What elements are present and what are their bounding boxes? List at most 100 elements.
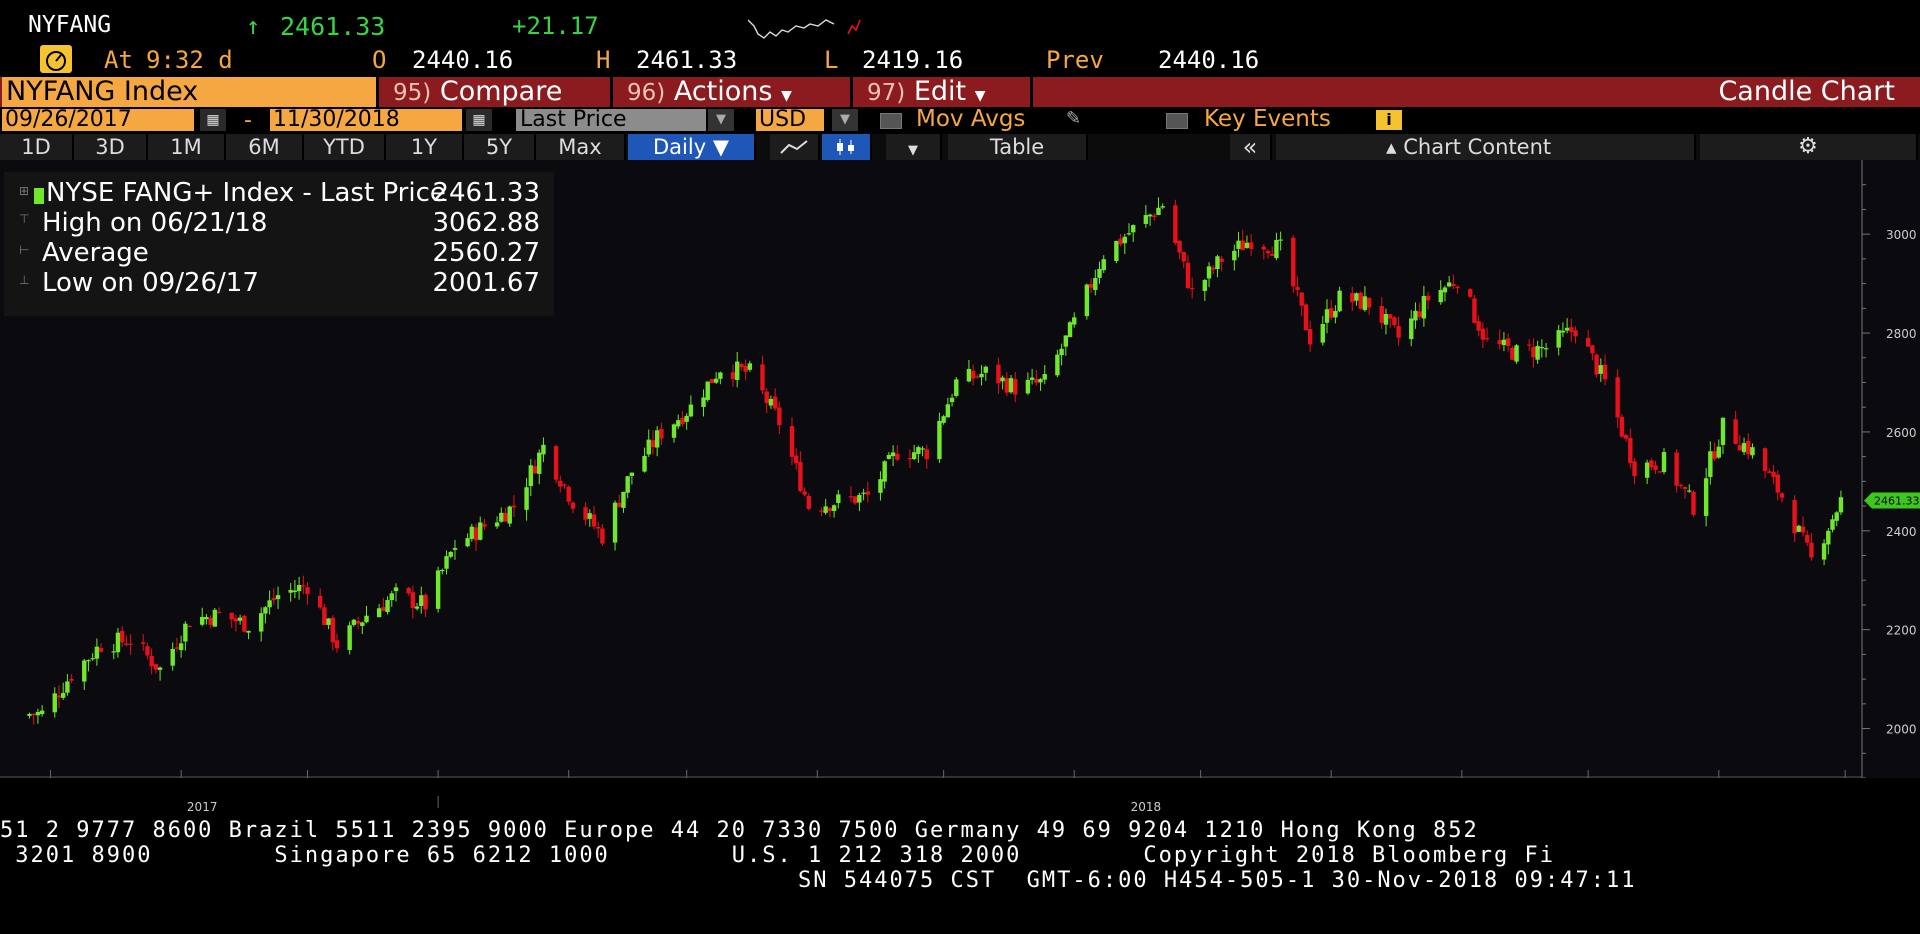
candle-body (1219, 258, 1224, 262)
candle-body (39, 710, 45, 715)
actions-button[interactable]: 96) Actions ▼ (610, 77, 850, 107)
speedometer-icon[interactable] (40, 45, 72, 73)
candle-body (1560, 330, 1566, 333)
price-field-select[interactable]: Last Price (516, 109, 706, 131)
candle-body (494, 522, 500, 527)
candle-body (1088, 283, 1094, 288)
key-events-checkbox[interactable] (1166, 113, 1188, 129)
candlestick-icon[interactable] (822, 134, 872, 160)
candle-body (94, 646, 100, 659)
tab-3d[interactable]: 3D (74, 134, 148, 160)
candle-body (743, 365, 748, 372)
candle-body (600, 528, 605, 544)
tab-ytd[interactable]: YTD (304, 134, 386, 160)
candle-body (1126, 233, 1132, 235)
table-button[interactable]: Table (948, 134, 1088, 160)
candle-body (1649, 460, 1654, 468)
period-select[interactable]: Daily ▼ (628, 134, 756, 160)
start-date-field[interactable]: 09/26/2017 (2, 109, 194, 131)
candle-body (945, 404, 951, 418)
info-icon[interactable]: i (1376, 110, 1402, 130)
candle-body (1392, 317, 1397, 325)
candle-body (1556, 330, 1561, 348)
candle-body (570, 502, 576, 509)
candle-body (1177, 240, 1182, 253)
chart-type-label[interactable]: Candle Chart (1718, 76, 1895, 107)
last-value-tag (1864, 492, 1920, 509)
candle-body (263, 607, 268, 614)
gear-icon[interactable]: ⚙ (1700, 134, 1918, 160)
candle-body (1244, 242, 1250, 248)
tab-1d[interactable]: 1D (0, 134, 74, 160)
calendar-icon[interactable]: ▦ (200, 109, 226, 131)
candle-body (1674, 452, 1679, 486)
chart-content-button[interactable]: ▴ Chart Content (1276, 134, 1696, 160)
candle-body (1543, 348, 1549, 350)
candle-body (355, 620, 361, 624)
open-value: 2440.16 (412, 46, 514, 74)
tree-branch-icon: ⊤ (19, 212, 30, 226)
candle-body (650, 440, 656, 448)
tab-max[interactable]: Max (536, 134, 626, 160)
candle-body (970, 370, 976, 379)
candle-body (364, 615, 369, 623)
security-title[interactable]: NYFANG Index (2, 77, 376, 107)
compare-label: Compare (439, 76, 563, 107)
candle-body (1733, 419, 1738, 444)
candle-body (1446, 282, 1452, 287)
chevron-down-icon[interactable]: ▼ (708, 109, 734, 131)
candle-body (1004, 378, 1010, 393)
tab-5y[interactable]: 5Y (464, 134, 536, 160)
candle-body (1008, 378, 1014, 393)
candle-body (671, 424, 677, 438)
candle-body (381, 607, 386, 611)
candle-body (435, 570, 441, 609)
tree-expand-icon[interactable]: ⊞ (19, 184, 30, 198)
edit-button[interactable]: 97) Edit ▼ (850, 77, 1030, 107)
candle-body (1038, 379, 1043, 383)
candle-body (60, 692, 66, 698)
candle-body (1143, 215, 1149, 224)
mov-avgs-checkbox[interactable] (880, 113, 902, 129)
y-tick-label: 2200 (1886, 624, 1917, 638)
calendar-icon[interactable]: ▦ (466, 109, 492, 131)
candle-body (979, 373, 984, 378)
candle-body (56, 695, 62, 698)
double-chevron-left-icon[interactable]: « (1230, 134, 1272, 160)
candle-body (326, 618, 331, 625)
pencil-icon[interactable]: ✎ (1066, 108, 1082, 129)
candle-body (1539, 347, 1545, 349)
mov-avgs-label[interactable]: Mov Avgs (916, 106, 1026, 132)
candle-body (852, 496, 858, 504)
candle-body (718, 372, 723, 379)
line-chart-icon[interactable] (770, 134, 820, 160)
chevron-down-icon[interactable]: ▼ (886, 134, 942, 160)
candle-body (334, 640, 340, 649)
currency-select[interactable]: USD (756, 109, 824, 131)
candle-body (890, 452, 896, 457)
tab-1y[interactable]: 1Y (386, 134, 464, 160)
candle-body (983, 366, 988, 373)
y-tick-label: 2600 (1886, 426, 1917, 440)
candle-body (1270, 254, 1275, 256)
candle-body (713, 378, 719, 383)
compare-button[interactable]: 95) Compare (376, 77, 610, 107)
end-date-field[interactable]: 11/30/2018 (270, 109, 462, 131)
candle-body (1678, 484, 1684, 487)
legend-panel[interactable]: ⊞ NYSE FANG+ Index - Last Price 2461.33 … (4, 172, 554, 316)
candle-body (907, 457, 913, 460)
tab-6m[interactable]: 6M (226, 134, 304, 160)
key-events-label[interactable]: Key Events (1204, 106, 1331, 132)
chevron-down-icon[interactable]: ▼ (832, 109, 858, 131)
candle-body (629, 472, 635, 476)
candle-body (1821, 543, 1827, 560)
candle-body (1084, 284, 1090, 317)
candle-body (1505, 338, 1511, 347)
tab-1m[interactable]: 1M (148, 134, 226, 160)
candle-body (119, 631, 125, 643)
candle-body (90, 658, 95, 660)
candle-body (937, 420, 942, 460)
candle-body (1055, 354, 1060, 376)
candle-body (802, 491, 807, 495)
candle-body (1535, 346, 1540, 360)
